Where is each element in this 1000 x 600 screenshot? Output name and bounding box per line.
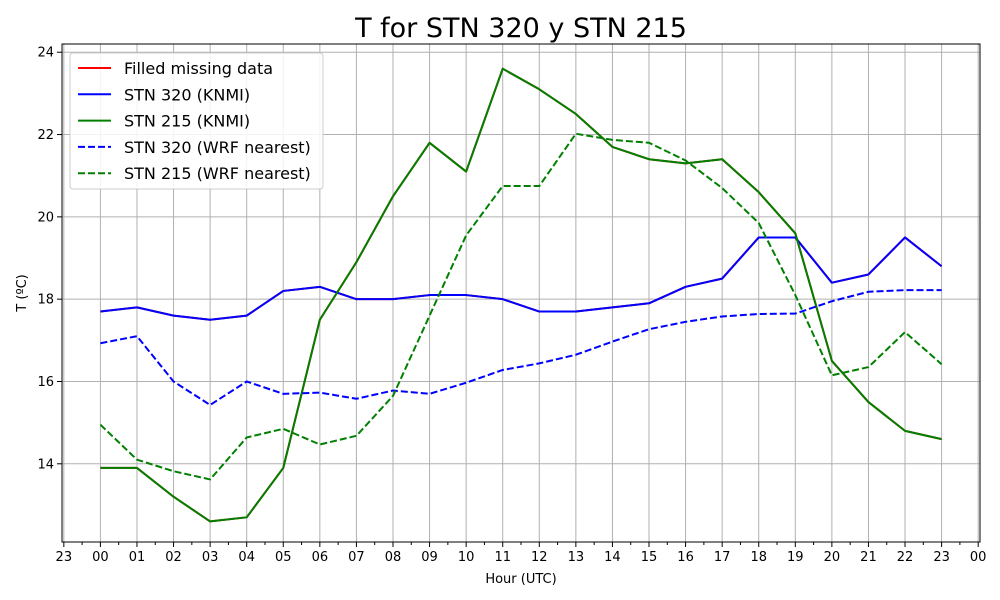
x-tick-label: 19 [787, 550, 804, 565]
x-tick-label: 05 [275, 550, 292, 565]
x-tick-label: 10 [458, 550, 475, 565]
x-axis: 23 00 01 02 03 04 05 06 07 08 09 10 11 12 13 14 15 16 17 18… [56, 542, 987, 565]
y-axis-label: T (ºC) [15, 274, 30, 312]
x-tick-label: 21 [860, 550, 877, 565]
legend: Filled missing data STN 320 (KNMI) STN 215… [69, 52, 324, 190]
x-tick-label: 04 [238, 550, 255, 565]
legend-label: STN 215 (KNMI) [124, 112, 250, 131]
legend-label: STN 215 (WRF nearest) [124, 164, 311, 183]
x-tick-label: 23 [933, 550, 950, 565]
x-tick-label: 02 [165, 550, 182, 565]
series-line-3 [100, 67, 942, 523]
legend-label: Filled missing data [124, 59, 273, 78]
x-tick-label: 08 [385, 550, 402, 565]
x-tick-label: 00 [970, 550, 987, 565]
x-tick-label: 14 [604, 550, 621, 565]
y-tick-label: 18 [37, 293, 54, 308]
y-tick-label: 22 [37, 128, 54, 143]
y-tick-label: 16 [37, 375, 54, 390]
legend-label: STN 320 (WRF nearest) [124, 138, 311, 157]
legend-box [69, 52, 324, 190]
x-tick-label: 15 [641, 550, 658, 565]
x-tick-label: 07 [348, 550, 365, 565]
y-tick-label: 14 [37, 457, 54, 472]
legend-label: STN 320 (KNMI) [124, 85, 250, 104]
y-axis: 14 16 18 20 22 24 [37, 46, 62, 472]
x-tick-label: 20 [824, 550, 841, 565]
series-line-4 [100, 289, 942, 406]
y-tick-label: 24 [37, 46, 54, 61]
x-tick-label: 01 [129, 550, 146, 565]
series-line-5 [99, 132, 943, 481]
series-line-2 [100, 236, 943, 321]
x-tick-label: 00 [92, 550, 109, 565]
series-layer [99, 67, 943, 523]
x-tick-label: 22 [897, 550, 914, 565]
x-tick-label: 13 [568, 550, 585, 565]
x-axis-label: Hour (UTC) [485, 572, 556, 587]
x-tick-label: 03 [202, 550, 219, 565]
x-tick-label: 18 [750, 550, 767, 565]
chart-title: T for STN 320 y STN 215 [354, 13, 687, 44]
y-tick-label: 20 [37, 210, 54, 225]
x-tick-label: 23 [56, 550, 73, 565]
x-tick-label: 06 [312, 550, 329, 565]
x-tick-label: 17 [714, 550, 731, 565]
x-tick-label: 09 [421, 550, 438, 565]
x-tick-label: 11 [494, 550, 511, 565]
x-tick-label: 12 [531, 550, 548, 565]
x-tick-label: 16 [677, 550, 694, 565]
